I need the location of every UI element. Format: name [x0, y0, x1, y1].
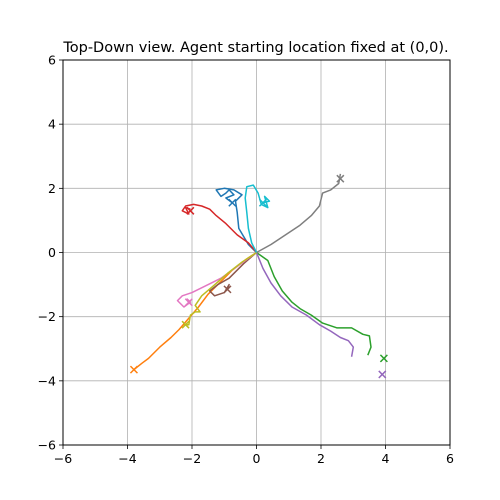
- x-axis: −6 −4 −2 0 2 4 6: [54, 445, 454, 466]
- x-tick-label: 0: [253, 451, 261, 466]
- series-group: [130, 174, 387, 378]
- y-tick-label: 2: [48, 181, 56, 196]
- trajectory-end-marker-1: [229, 199, 236, 206]
- y-axis: −6 −4 −2 0 2 4 6: [38, 53, 63, 453]
- y-tick-label: 6: [48, 53, 56, 68]
- trajectory-line-6: [210, 253, 257, 296]
- x-tick-label: 2: [317, 451, 325, 466]
- trajectory-line-8: [257, 174, 341, 253]
- x-tick-label: −6: [54, 451, 72, 466]
- trajectory-end-marker-2: [130, 366, 137, 373]
- trajectory-line-3: [257, 253, 372, 356]
- trajectory-line-4: [182, 204, 256, 252]
- chart-title: Top-Down view. Agent starting location f…: [62, 40, 448, 56]
- x-tick-label: −4: [118, 451, 136, 466]
- x-tick-label: −2: [183, 451, 201, 466]
- trajectory-end-marker-3: [380, 355, 387, 362]
- y-tick-label: −6: [38, 438, 56, 453]
- x-tick-label: 4: [382, 451, 390, 466]
- y-tick-label: 4: [48, 117, 56, 132]
- y-tick-label: 0: [48, 245, 56, 260]
- y-tick-label: −4: [38, 373, 56, 388]
- x-tick-label: 6: [446, 451, 454, 466]
- trajectory-line-9: [184, 253, 257, 325]
- trajectory-end-marker-5: [379, 371, 386, 378]
- y-tick-label: −2: [38, 309, 56, 324]
